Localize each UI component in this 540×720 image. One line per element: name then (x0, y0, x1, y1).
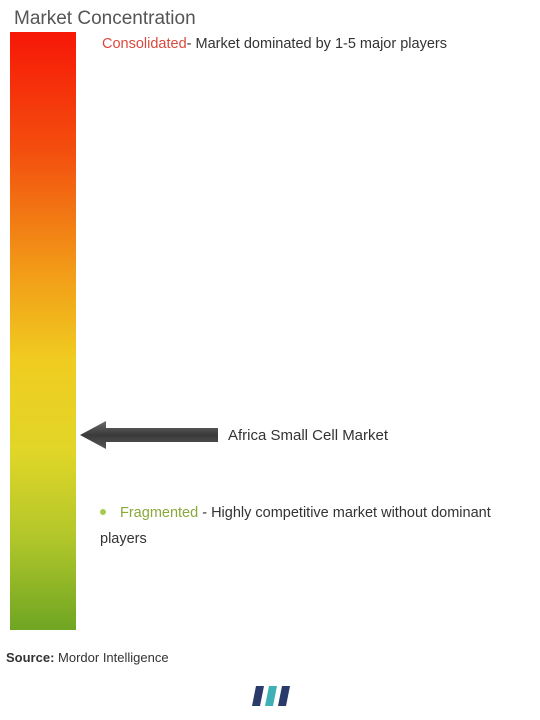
source-name: Mordor Intelligence (58, 650, 169, 665)
chart-title: Market Concentration (0, 0, 540, 30)
chart-body: Consolidated- Market dominated by 1-5 ma… (0, 30, 540, 650)
consolidated-label: Consolidated (102, 36, 187, 52)
consolidated-caption: Consolidated- Market dominated by 1-5 ma… (102, 34, 532, 56)
market-concentration-chart: Market Concentration Consolidated- Marke… (0, 0, 540, 720)
market-name: Africa Small Cell Market (228, 427, 388, 444)
consolidated-desc: - Market dominated by 1-5 major players (187, 36, 447, 52)
mordor-logo (248, 682, 292, 715)
market-pointer: Africa Small Cell Market (80, 420, 388, 450)
fragmented-caption: Fragmented - Highly competitive market w… (100, 500, 515, 552)
fragmented-label: Fragmented (120, 505, 198, 521)
bullet-icon (100, 509, 106, 515)
logo-icon (248, 682, 292, 710)
source-label: Source: (6, 650, 54, 665)
source-attribution: Source: Mordor Intelligence (6, 650, 169, 665)
concentration-gradient-bar (10, 32, 76, 630)
arrow-left-icon (80, 420, 218, 450)
